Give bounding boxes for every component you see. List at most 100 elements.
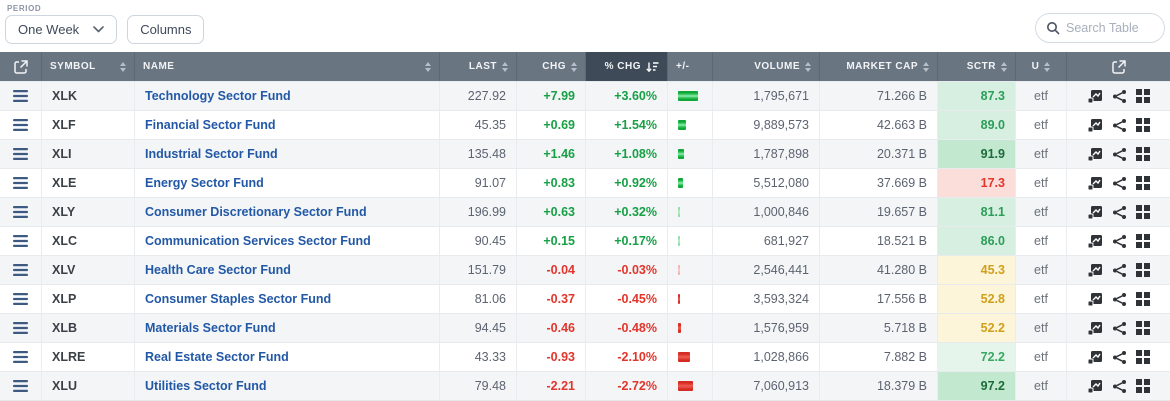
compare-button[interactable] [1112, 176, 1127, 191]
name-link[interactable]: Health Care Sector Fund [135, 256, 440, 284]
plus-minus-cell [668, 82, 713, 110]
search-box[interactable] [1035, 13, 1165, 43]
chart-button[interactable] [1087, 234, 1103, 249]
sctr-cell: 72.2 [938, 343, 1016, 371]
compare-button[interactable] [1112, 263, 1127, 278]
compare-button[interactable] [1112, 379, 1127, 394]
row-menu-button[interactable] [0, 314, 42, 342]
columns-button[interactable]: Columns [127, 15, 205, 44]
universe-value: etf [1034, 321, 1048, 335]
volume-cell: 9,889,573 [713, 111, 820, 139]
column-header-symbol[interactable]: SYMBOL [42, 52, 135, 81]
chg-cell: +0.83 [517, 169, 586, 197]
chart-button[interactable] [1087, 89, 1103, 104]
name-link[interactable]: Consumer Staples Sector Fund [135, 285, 440, 313]
column-header-last[interactable]: LAST [440, 52, 517, 81]
grid-button[interactable] [1135, 379, 1150, 393]
chart-button[interactable] [1087, 292, 1103, 307]
universe-value: etf [1034, 350, 1048, 364]
row-menu-button[interactable] [0, 372, 42, 400]
chart-button[interactable] [1087, 379, 1103, 394]
name-link[interactable]: Industrial Sector Fund [135, 140, 440, 168]
name-link[interactable]: Financial Sector Fund [135, 111, 440, 139]
sort-desc-icon [646, 61, 659, 73]
chg-cell: -2.21 [517, 372, 586, 400]
grid-button[interactable] [1135, 118, 1150, 132]
grid-button[interactable] [1135, 205, 1150, 219]
name-link[interactable]: Energy Sector Fund [135, 169, 440, 197]
name-link[interactable]: Utilities Sector Fund [135, 372, 440, 400]
open-table-external-button[interactable] [1067, 52, 1170, 81]
grid-button[interactable] [1135, 263, 1150, 277]
table-row: XLF Financial Sector Fund 45.35 +0.69 +1.54%… [0, 110, 1170, 139]
pct-chg-cell: +0.92% [586, 169, 668, 197]
compare-button[interactable] [1112, 205, 1127, 220]
chart-button[interactable] [1087, 176, 1103, 191]
chart-button[interactable] [1087, 205, 1103, 220]
name-link[interactable]: Consumer Discretionary Sector Fund [135, 198, 440, 226]
column-header-chg[interactable]: CHG [517, 52, 586, 81]
compare-button[interactable] [1112, 292, 1127, 307]
column-header-plus_minus[interactable]: +/- [668, 52, 713, 81]
plus-minus-cell [668, 256, 713, 284]
name-link[interactable]: Real Estate Sector Fund [135, 343, 440, 371]
universe-cell: etf [1016, 82, 1067, 110]
row-menu-button[interactable] [0, 256, 42, 284]
open-table-external-button[interactable] [0, 52, 42, 81]
last-value: 90.45 [474, 234, 506, 248]
name-text: Industrial Sector Fund [145, 147, 278, 161]
column-header-sctr[interactable]: SCTR [938, 52, 1016, 81]
row-menu-button[interactable] [0, 111, 42, 139]
column-header-pct_chg[interactable]: % CHG [586, 52, 668, 81]
sort-icon [805, 61, 811, 72]
grid-button[interactable] [1135, 292, 1150, 306]
column-header-name[interactable]: NAME [135, 52, 440, 81]
grid-button[interactable] [1135, 176, 1150, 190]
grid-button[interactable] [1135, 321, 1150, 335]
row-menu-button[interactable] [0, 82, 42, 110]
chart-button[interactable] [1087, 350, 1103, 365]
chart-icon [1087, 118, 1103, 133]
row-menu-button[interactable] [0, 343, 42, 371]
search-input[interactable] [1066, 21, 1156, 35]
row-menu-button[interactable] [0, 227, 42, 255]
chart-button[interactable] [1087, 263, 1103, 278]
period-select[interactable]: One Week [5, 15, 118, 44]
column-header-volume[interactable]: VOLUME [713, 52, 820, 81]
name-text: Consumer Discretionary Sector Fund [145, 205, 367, 219]
row-actions [1067, 227, 1170, 255]
compare-button[interactable] [1112, 234, 1127, 249]
grid-button[interactable] [1135, 147, 1150, 161]
chart-button[interactable] [1087, 118, 1103, 133]
name-link[interactable]: Communication Services Sector Fund [135, 227, 440, 255]
grid-button[interactable] [1135, 89, 1150, 103]
table-body: XLK Technology Sector Fund 227.92 +7.99 +3.6… [0, 81, 1170, 400]
row-menu-button[interactable] [0, 285, 42, 313]
column-header-market_cap[interactable]: MARKET CAP [820, 52, 938, 81]
universe-value: etf [1034, 263, 1048, 277]
compare-button[interactable] [1112, 321, 1127, 336]
chart-icon [1087, 292, 1103, 307]
compare-button[interactable] [1112, 147, 1127, 162]
chart-button[interactable] [1087, 321, 1103, 336]
grid-button[interactable] [1135, 350, 1150, 364]
name-link[interactable]: Technology Sector Fund [135, 82, 440, 110]
row-menu-button[interactable] [0, 140, 42, 168]
compare-button[interactable] [1112, 118, 1127, 133]
universe-value: etf [1034, 234, 1048, 248]
column-header-u[interactable]: U [1016, 52, 1067, 81]
grid-button[interactable] [1135, 234, 1150, 248]
chg-cell: +0.63 [517, 198, 586, 226]
compare-button[interactable] [1112, 350, 1127, 365]
chart-button[interactable] [1087, 147, 1103, 162]
volume-value: 1,028,866 [753, 350, 809, 364]
compare-button[interactable] [1112, 89, 1127, 104]
period-select-value: One Week [18, 22, 80, 37]
row-menu-button[interactable] [0, 169, 42, 197]
name-link[interactable]: Materials Sector Fund [135, 314, 440, 342]
symbol-text: XLV [52, 263, 76, 277]
pct-change-bar [678, 120, 686, 130]
sort-icon [502, 61, 508, 72]
row-menu-button[interactable] [0, 198, 42, 226]
pct-chg-value: +1.54% [614, 118, 657, 132]
